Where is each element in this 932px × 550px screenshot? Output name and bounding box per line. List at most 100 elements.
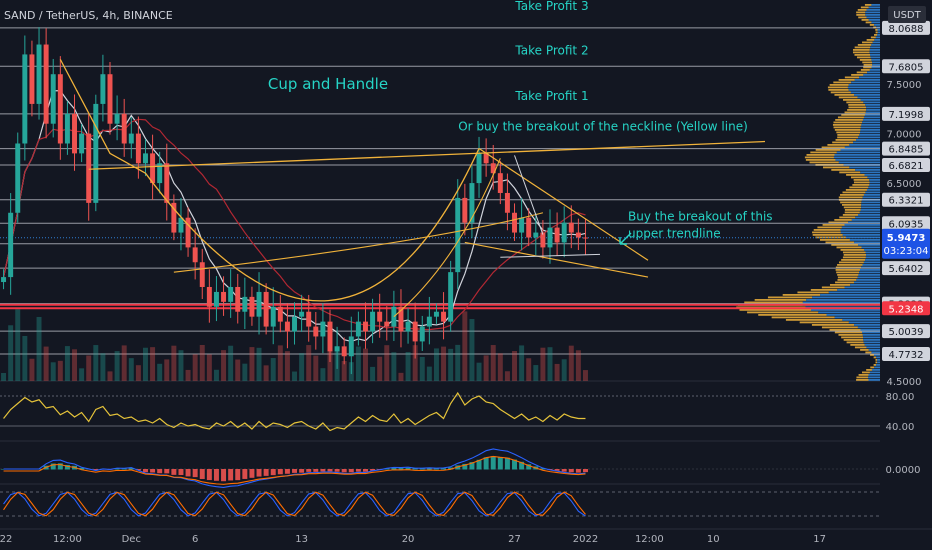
profile-sell-bar — [870, 56, 880, 59]
handle-left — [514, 155, 544, 235]
profile-buy-bar — [841, 114, 865, 116]
level-price-label: 6.0935 — [889, 219, 924, 230]
volume-bar — [490, 345, 496, 381]
candle-body — [213, 291, 219, 307]
volume-bar — [79, 368, 85, 381]
currency-label[interactable]: USDT — [893, 10, 921, 21]
current-price-box — [882, 228, 930, 259]
candle-body — [462, 197, 468, 223]
candle-body — [540, 232, 546, 248]
candle-body — [469, 183, 475, 223]
profile-buy-bar — [838, 196, 863, 199]
level-price-box — [882, 192, 930, 207]
volume-bar — [192, 354, 198, 381]
macd-histogram-bar — [185, 469, 191, 477]
macd-histogram-bar — [299, 469, 305, 473]
annotation-label: Take Profit 3 — [514, 0, 588, 13]
candle-body — [370, 311, 376, 332]
macd-histogram-bar — [150, 469, 156, 473]
volume-bar — [8, 325, 14, 381]
price-axis[interactable]: 7.5000 7.0000 6.5000 4.5000 8.0688 7.6805 7.19… — [880, 0, 932, 530]
candle-body — [72, 113, 77, 154]
price-tick-label: 6.5000 — [887, 179, 922, 190]
profile-buy-bar — [852, 51, 870, 54]
volume-bar — [341, 360, 347, 381]
candle-body — [192, 247, 198, 263]
drawings — [59, 59, 766, 318]
profile-buy-bar — [843, 206, 862, 209]
profile-buy-bar — [841, 204, 862, 206]
candle-body — [398, 306, 404, 332]
candle-body — [100, 74, 106, 104]
volume-bar — [391, 352, 397, 381]
candle-body — [178, 217, 184, 233]
profile-buy-bar — [866, 39, 875, 41]
profile-sell-bar — [869, 51, 880, 54]
time-axis[interactable]: 22 12:00 Dec 6 13 20 27 2022 12:00 10 17 — [0, 528, 932, 550]
profile-buy-bar — [842, 191, 866, 194]
profile-buy-bar — [810, 289, 838, 291]
profile-sell-bar — [871, 369, 880, 371]
profile-buy-bar — [874, 34, 878, 36]
volume-bar — [256, 347, 262, 381]
candle-body — [93, 103, 99, 203]
profile-sell-bar — [859, 271, 880, 274]
macd-histogram-bar — [249, 469, 255, 478]
currency-box[interactable] — [888, 6, 926, 23]
profile-sell-bar — [871, 59, 880, 61]
volume-bar — [263, 365, 269, 381]
profile-buy-bar — [828, 89, 849, 91]
macd-histogram-bar — [57, 463, 63, 470]
profile-sell-bar — [865, 104, 880, 106]
profile-buy-bar — [863, 64, 873, 66]
profile-buy-bar — [842, 251, 866, 254]
profile-sell-bar — [859, 269, 880, 271]
macd-histogram-bar — [306, 469, 312, 472]
volume-bar — [412, 345, 418, 381]
annotation-label: Take Profit 1 — [514, 89, 588, 103]
time-tick-label: 10 — [707, 534, 720, 545]
profile-sell-bar — [834, 316, 880, 319]
volume-bar — [114, 351, 120, 381]
profile-sell-bar — [854, 94, 880, 96]
profile-buy-bar — [856, 56, 871, 59]
candles[interactable] — [1, 27, 588, 375]
profile-buy-bar — [846, 174, 865, 176]
volume-bar — [419, 356, 425, 381]
volume-bar — [199, 345, 205, 381]
profile-sell-bar — [854, 324, 880, 326]
profile-sell-bar — [818, 311, 880, 314]
candle-body — [228, 286, 234, 302]
profile-buy-bar — [852, 49, 870, 51]
profile-sell-bar — [871, 66, 880, 69]
profile-buy-bar — [852, 184, 870, 186]
profile-buy-bar — [843, 254, 867, 256]
profile-sell-bar — [870, 46, 880, 49]
profile-sell-bar — [876, 364, 880, 366]
profile-buy-bar — [841, 259, 866, 261]
macd-histogram-bar — [213, 469, 219, 481]
profile-buy-bar — [813, 229, 841, 231]
profile-buy-bar — [873, 356, 877, 359]
profile-buy-bar — [828, 221, 849, 224]
profile-sell-bar — [848, 321, 880, 324]
stochastic-pane — [0, 491, 880, 517]
profile-buy-bar — [849, 186, 869, 189]
macd-histogram-bar — [490, 456, 496, 470]
profile-sell-bar — [863, 261, 880, 264]
profile-buy-bar — [806, 154, 835, 156]
profile-buy-bar — [861, 19, 869, 21]
time-tick-label: 20 — [402, 534, 415, 545]
candle-body — [107, 74, 113, 124]
profile-sell-bar — [866, 16, 880, 19]
profile-buy-bar — [821, 286, 845, 289]
macd-histogram-bar — [462, 463, 468, 470]
rsi-tick-label: 40.00 — [886, 422, 915, 433]
macd-histogram-bar — [568, 469, 574, 473]
profile-sell-bar — [845, 236, 880, 239]
profile-buy-bar — [821, 146, 845, 149]
profile-sell-bar — [867, 176, 880, 179]
profile-buy-bar — [817, 226, 842, 229]
volume-bar — [476, 362, 482, 381]
